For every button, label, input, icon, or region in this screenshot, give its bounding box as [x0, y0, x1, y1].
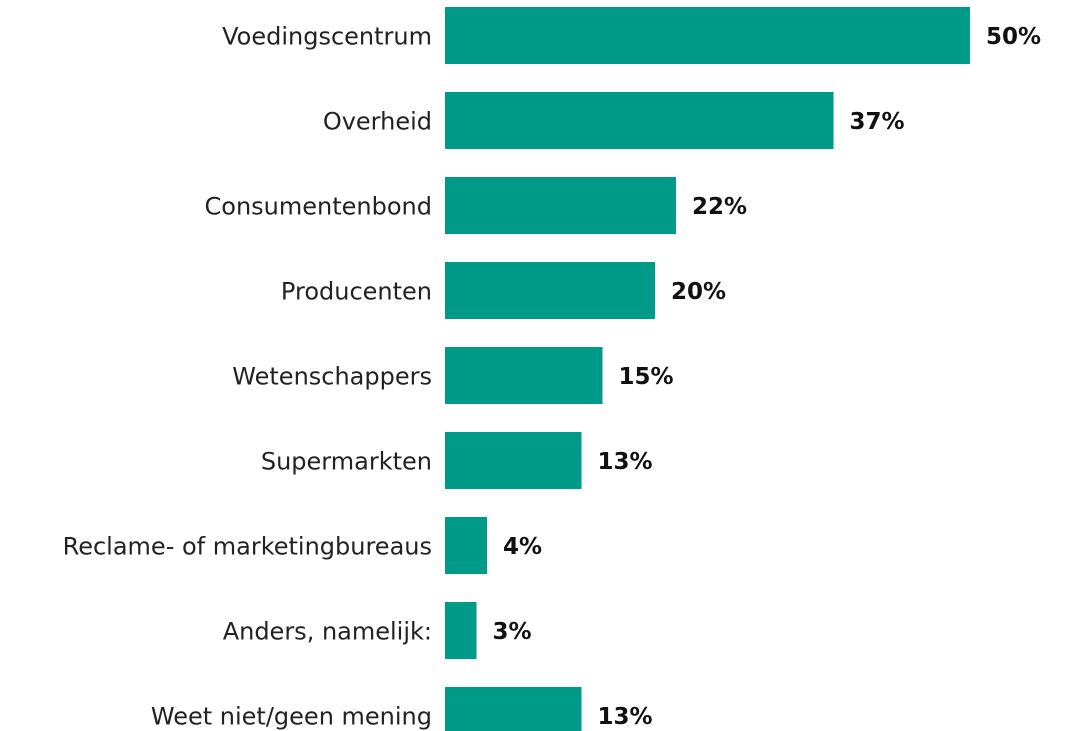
bar — [445, 687, 582, 731]
bar — [445, 7, 970, 64]
bar — [445, 347, 603, 404]
value-label: 13% — [598, 704, 653, 730]
category-label: Anders, namelijk: — [223, 618, 432, 646]
value-label: 20% — [671, 279, 726, 305]
value-label: 3% — [493, 619, 532, 645]
value-label: 13% — [598, 449, 653, 475]
bar — [445, 517, 487, 574]
value-label: 22% — [692, 194, 747, 220]
category-label: Producenten — [281, 278, 432, 306]
category-label: Consumentenbond — [205, 193, 432, 221]
value-label: 15% — [619, 364, 674, 390]
bar — [445, 92, 834, 149]
category-label: Supermarkten — [261, 448, 432, 476]
value-label: 50% — [986, 24, 1041, 50]
category-label: Overheid — [323, 108, 432, 136]
category-label: Weet niet/geen mening — [151, 703, 432, 731]
category-label: Voedingscentrum — [222, 23, 432, 51]
bar — [445, 262, 655, 319]
bar — [445, 432, 582, 489]
category-label: Wetenschappers — [232, 363, 432, 391]
value-label: 37% — [850, 109, 905, 135]
category-label: Reclame- of marketingbureaus — [63, 533, 432, 561]
value-label: 4% — [503, 534, 542, 560]
bar — [445, 177, 676, 234]
bar — [445, 602, 477, 659]
